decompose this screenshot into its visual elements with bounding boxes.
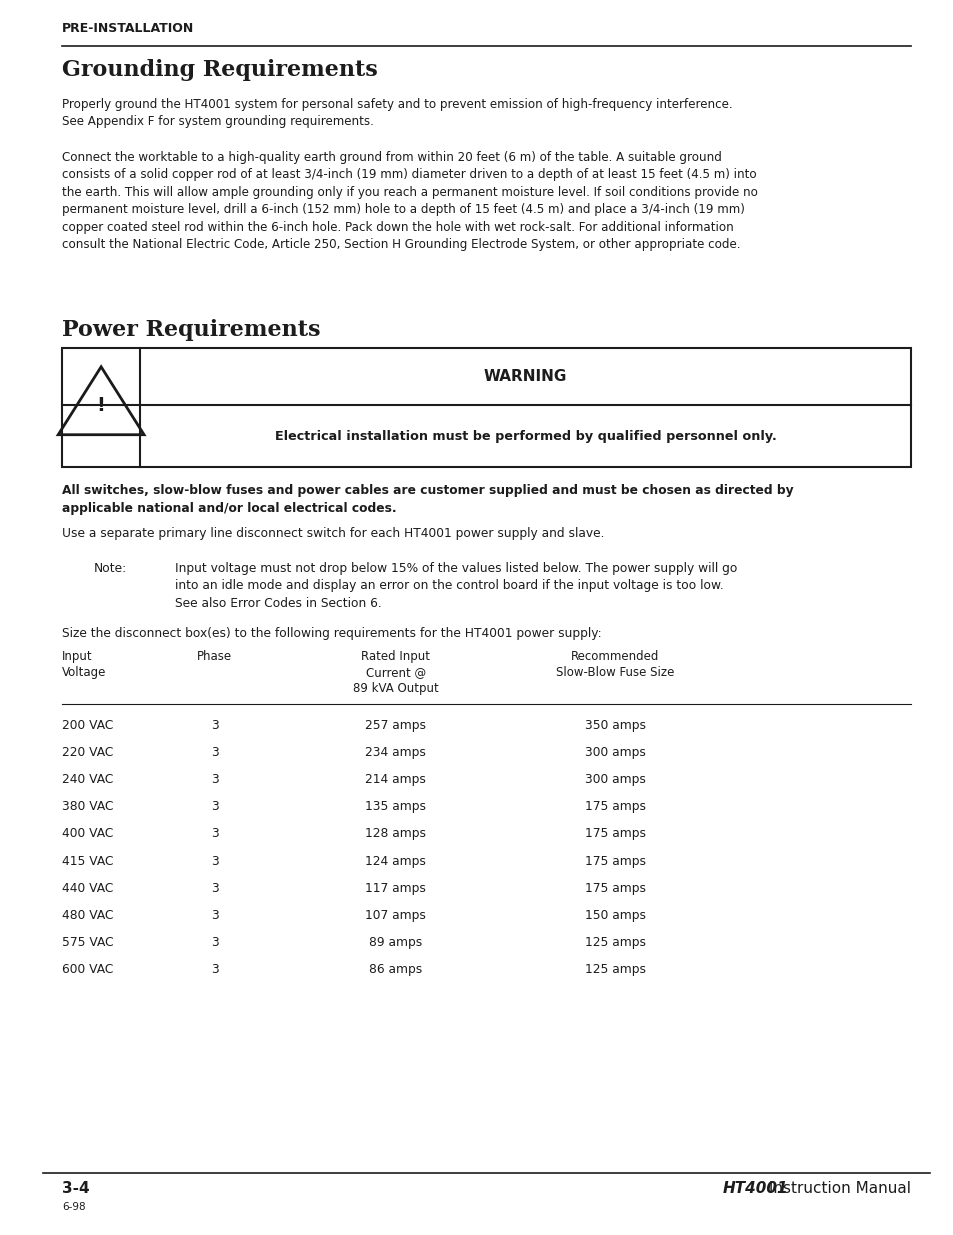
Text: Electrical installation must be performed by qualified personnel only.: Electrical installation must be performe… bbox=[274, 430, 776, 442]
Text: 3: 3 bbox=[211, 855, 218, 868]
Text: 6-98: 6-98 bbox=[62, 1202, 86, 1212]
Text: 600 VAC: 600 VAC bbox=[62, 963, 113, 977]
Text: 575 VAC: 575 VAC bbox=[62, 936, 113, 950]
Text: 125 amps: 125 amps bbox=[584, 963, 645, 977]
Text: WARNING: WARNING bbox=[483, 369, 567, 384]
FancyBboxPatch shape bbox=[62, 348, 910, 467]
Text: Input voltage must not drop below 15% of the values listed below. The power supp: Input voltage must not drop below 15% of… bbox=[174, 562, 736, 610]
Text: 220 VAC: 220 VAC bbox=[62, 746, 113, 760]
Text: Instruction Manual: Instruction Manual bbox=[763, 1181, 910, 1195]
Text: Properly ground the HT4001 system for personal safety and to prevent emission of: Properly ground the HT4001 system for pe… bbox=[62, 98, 732, 128]
Text: PRE-INSTALLATION: PRE-INSTALLATION bbox=[62, 21, 194, 35]
Text: 3-4: 3-4 bbox=[62, 1181, 90, 1195]
Text: 415 VAC: 415 VAC bbox=[62, 855, 113, 868]
Text: 135 amps: 135 amps bbox=[365, 800, 426, 814]
Text: 150 amps: 150 amps bbox=[584, 909, 645, 923]
Text: 257 amps: 257 amps bbox=[365, 719, 426, 732]
Text: 3: 3 bbox=[211, 936, 218, 950]
Text: 234 amps: 234 amps bbox=[365, 746, 426, 760]
Text: 3: 3 bbox=[211, 963, 218, 977]
Text: 89 kVA Output: 89 kVA Output bbox=[353, 682, 438, 695]
Text: 214 amps: 214 amps bbox=[365, 773, 426, 787]
Text: 440 VAC: 440 VAC bbox=[62, 882, 113, 895]
Text: 125 amps: 125 amps bbox=[584, 936, 645, 950]
Text: 175 amps: 175 amps bbox=[584, 800, 645, 814]
Text: 200 VAC: 200 VAC bbox=[62, 719, 113, 732]
Text: 117 amps: 117 amps bbox=[365, 882, 426, 895]
Text: 86 amps: 86 amps bbox=[369, 963, 422, 977]
Text: 175 amps: 175 amps bbox=[584, 855, 645, 868]
Text: 300 amps: 300 amps bbox=[584, 746, 645, 760]
Text: Connect the worktable to a high-quality earth ground from within 20 feet (6 m) o: Connect the worktable to a high-quality … bbox=[62, 151, 757, 251]
Text: Current @: Current @ bbox=[365, 666, 426, 679]
Text: 240 VAC: 240 VAC bbox=[62, 773, 113, 787]
Text: !: ! bbox=[96, 395, 106, 415]
Text: 89 amps: 89 amps bbox=[369, 936, 422, 950]
Text: 300 amps: 300 amps bbox=[584, 773, 645, 787]
Text: 175 amps: 175 amps bbox=[584, 827, 645, 841]
Text: Slow-Blow Fuse Size: Slow-Blow Fuse Size bbox=[556, 666, 674, 679]
Text: 3: 3 bbox=[211, 719, 218, 732]
Text: 107 amps: 107 amps bbox=[365, 909, 426, 923]
Text: 3: 3 bbox=[211, 746, 218, 760]
Text: Use a separate primary line disconnect switch for each HT4001 power supply and s: Use a separate primary line disconnect s… bbox=[62, 527, 604, 541]
Text: 3: 3 bbox=[211, 800, 218, 814]
Text: HT4001: HT4001 bbox=[721, 1181, 787, 1195]
Text: 124 amps: 124 amps bbox=[365, 855, 426, 868]
Text: Power Requirements: Power Requirements bbox=[62, 319, 320, 341]
Text: Recommended: Recommended bbox=[571, 650, 659, 663]
Text: Input: Input bbox=[62, 650, 92, 663]
Text: 3: 3 bbox=[211, 827, 218, 841]
Text: 3: 3 bbox=[211, 909, 218, 923]
Text: 3: 3 bbox=[211, 773, 218, 787]
Text: Grounding Requirements: Grounding Requirements bbox=[62, 59, 377, 82]
Text: 3: 3 bbox=[211, 882, 218, 895]
Text: Phase: Phase bbox=[197, 650, 232, 663]
Text: Voltage: Voltage bbox=[62, 666, 107, 679]
Text: 175 amps: 175 amps bbox=[584, 882, 645, 895]
Text: Rated Input: Rated Input bbox=[361, 650, 430, 663]
Text: 400 VAC: 400 VAC bbox=[62, 827, 113, 841]
Text: Note:: Note: bbox=[93, 562, 127, 576]
Text: 380 VAC: 380 VAC bbox=[62, 800, 113, 814]
Text: Size the disconnect box(es) to the following requirements for the HT4001 power s: Size the disconnect box(es) to the follo… bbox=[62, 627, 601, 641]
Text: 480 VAC: 480 VAC bbox=[62, 909, 113, 923]
Text: 350 amps: 350 amps bbox=[584, 719, 645, 732]
Text: 128 amps: 128 amps bbox=[365, 827, 426, 841]
Text: All switches, slow-blow fuses and power cables are customer supplied and must be: All switches, slow-blow fuses and power … bbox=[62, 484, 793, 515]
